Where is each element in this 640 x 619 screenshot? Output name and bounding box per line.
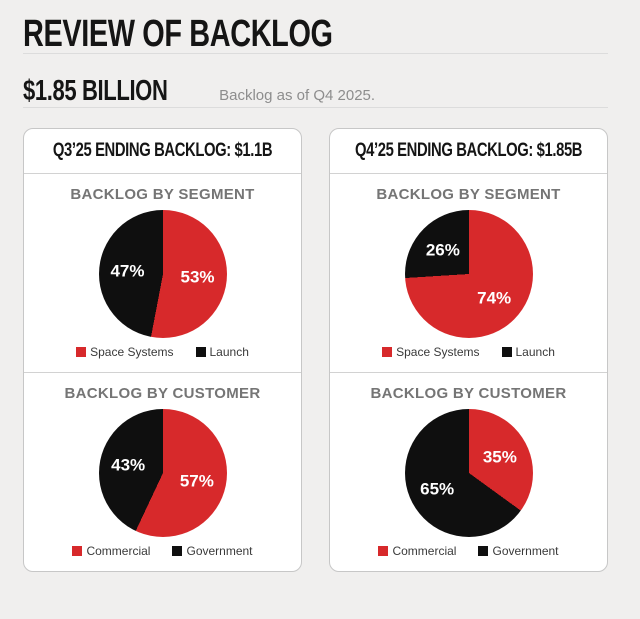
- panel-q4-25: Q4’25 ENDING BACKLOG: $1.85B BACKLOG BY …: [329, 128, 608, 572]
- chart-title: BACKLOG BY SEGMENT: [376, 186, 561, 203]
- page: REVIEW OF BACKLOG $1.85 BILLION Backlog …: [23, 15, 608, 572]
- panel-q3-25: Q3’25 ENDING BACKLOG: $1.1B BACKLOG BY S…: [23, 128, 302, 572]
- chart-section-backlog-by-segment: BACKLOG BY SEGMENT 74% 26% Space Systems …: [330, 174, 607, 373]
- panel-header: Q3’25 ENDING BACKLOG: $1.1B: [24, 129, 301, 174]
- panel-header-title: Q3’25 ENDING BACKLOG: $1.1B: [52, 140, 273, 161]
- page-title: REVIEW OF BACKLOG: [23, 15, 608, 53]
- chart-section-backlog-by-customer: BACKLOG BY CUSTOMER 35% 65% Commercial Go…: [330, 373, 607, 571]
- chart-legend: Commercial Government: [24, 544, 301, 558]
- legend-item: Government: [172, 544, 253, 558]
- pie-value-label: 35%: [482, 447, 517, 467]
- legend-item: Space Systems: [382, 345, 480, 359]
- chart-section-backlog-by-segment: BACKLOG BY SEGMENT 53% 47% Space Systems …: [24, 174, 301, 373]
- legend-item: Space Systems: [76, 345, 174, 359]
- pie-value-label: 74%: [477, 288, 512, 308]
- chart-title: BACKLOG BY CUSTOMER: [64, 385, 261, 402]
- chart-title: BACKLOG BY SEGMENT: [70, 186, 255, 203]
- legend-swatch-government: [172, 546, 183, 556]
- pie-chart-segment-q4: 74% 26%: [404, 210, 533, 338]
- panel-header: Q4’25 ENDING BACKLOG: $1.85B: [330, 129, 607, 174]
- legend-swatch-space-systems: [382, 347, 393, 357]
- chart-legend: Space Systems Launch: [330, 345, 607, 359]
- divider: [23, 53, 608, 54]
- pie-value-label: 43%: [111, 455, 146, 475]
- legend-item: Launch: [501, 345, 555, 359]
- legend-item: Commercial: [72, 544, 150, 558]
- legend-swatch-government: [478, 546, 489, 556]
- legend-item: Government: [478, 544, 559, 558]
- panel-header-title: Q4’25 ENDING BACKLOG: $1.85B: [354, 140, 583, 161]
- pie-chart-customer-q4: 35% 65%: [404, 409, 533, 537]
- headline-caption: Backlog as of Q4 2025.: [219, 87, 376, 104]
- pie-value-label: 47%: [110, 261, 145, 281]
- legend-swatch-launch: [501, 347, 512, 357]
- pie-value-label: 65%: [420, 479, 455, 499]
- legend-item: Launch: [195, 345, 249, 359]
- headline-value: $1.85 BILLION: [23, 75, 168, 107]
- pie-value-label: 57%: [179, 471, 214, 491]
- legend-swatch-launch: [195, 347, 206, 357]
- legend-label: Government: [492, 544, 559, 558]
- legend-label: Launch: [209, 345, 249, 359]
- legend-swatch-commercial: [72, 546, 83, 556]
- pie-chart-segment-q3: 53% 47%: [98, 210, 227, 338]
- pie-value-label: 53%: [180, 267, 215, 287]
- legend-label: Government: [186, 544, 253, 558]
- legend-label: Launch: [515, 345, 555, 359]
- legend-label: Commercial: [86, 544, 151, 558]
- legend-swatch-space-systems: [76, 347, 87, 357]
- legend-item: Commercial: [378, 544, 456, 558]
- legend-swatch-commercial: [378, 546, 389, 556]
- page-title-text: REVIEW OF BACKLOG: [23, 13, 333, 55]
- quarter-panels: Q3’25 ENDING BACKLOG: $1.1B BACKLOG BY S…: [23, 128, 608, 572]
- chart-legend: Commercial Government: [330, 544, 607, 558]
- pie-chart-customer-q3: 57% 43%: [98, 409, 227, 537]
- legend-label: Space Systems: [396, 345, 480, 359]
- pie-value-label: 26%: [425, 240, 460, 260]
- legend-label: Commercial: [392, 544, 457, 558]
- legend-label: Space Systems: [90, 345, 174, 359]
- divider: [23, 107, 608, 108]
- headline: $1.85 BILLION Backlog as of Q4 2025.: [23, 76, 608, 107]
- chart-section-backlog-by-customer: BACKLOG BY CUSTOMER 57% 43% Commercial Go…: [24, 373, 301, 571]
- chart-legend: Space Systems Launch: [24, 345, 301, 359]
- chart-title: BACKLOG BY CUSTOMER: [370, 385, 567, 402]
